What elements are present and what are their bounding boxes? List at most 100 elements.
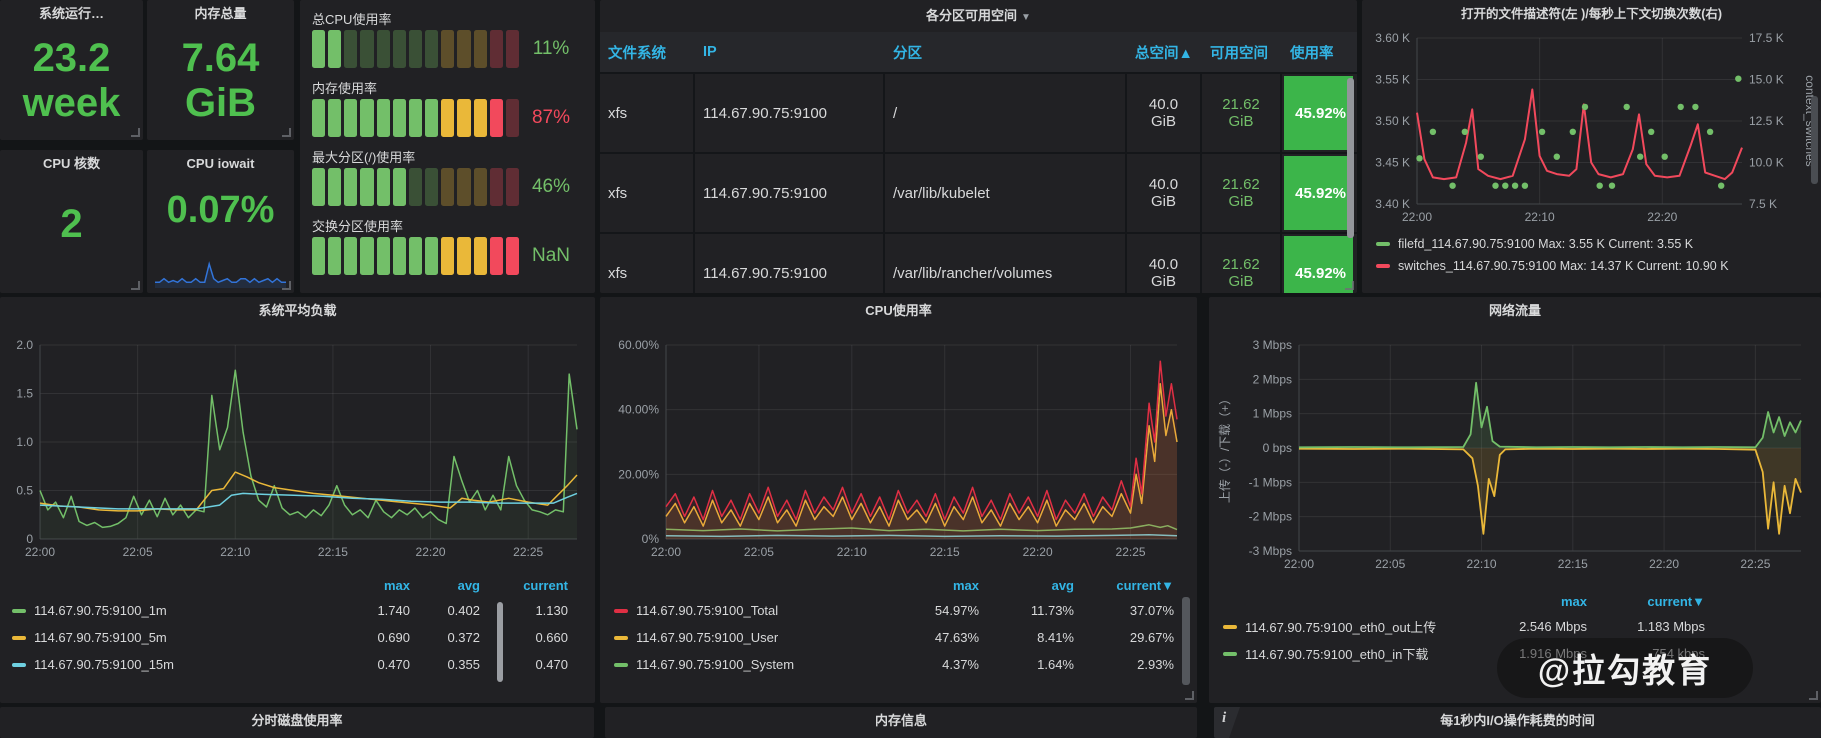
gauge-cell bbox=[425, 168, 439, 206]
legend-scrollbar[interactable] bbox=[497, 602, 503, 682]
svg-text:3.50 K: 3.50 K bbox=[1375, 114, 1410, 128]
legend-column-header[interactable]: current▼ bbox=[1116, 577, 1174, 593]
panel-title[interactable]: CPU iowait bbox=[186, 156, 255, 171]
table-column-header[interactable]: 文件系统 bbox=[608, 45, 666, 62]
svg-text:2 Mbps: 2 Mbps bbox=[1253, 372, 1292, 386]
legend-row[interactable]: filefd_114.67.90.75:9100 Max: 3.55 K Cur… bbox=[1376, 233, 1811, 255]
gauge-row: 总CPU使用率 11% bbox=[300, 10, 595, 77]
resize-handle[interactable] bbox=[282, 128, 291, 137]
legend-series-marker[interactable] bbox=[1376, 242, 1390, 246]
table-column-header[interactable]: 可用空间 bbox=[1210, 45, 1268, 62]
resize-handle[interactable] bbox=[1345, 281, 1354, 290]
legend-row: 114.67.90.75:9100_15m 0.470 0.355 0.470 bbox=[12, 651, 568, 678]
legend-series-marker[interactable] bbox=[614, 662, 628, 667]
panel-title[interactable]: 网络流量 bbox=[1488, 303, 1541, 318]
gauge-cell bbox=[441, 99, 455, 137]
legend-series-marker[interactable] bbox=[614, 635, 628, 640]
legend-series-name[interactable]: 114.67.90.75:9100_5m bbox=[12, 630, 338, 645]
legend-value: 1.916 Mbps bbox=[1519, 646, 1587, 661]
table-cell: /var/lib/kubelet bbox=[885, 154, 1127, 232]
gauge-value: 87% bbox=[531, 107, 571, 128]
gauge-cell bbox=[505, 168, 520, 206]
panel-network-traffic: 网络流量 -3 Mbps -2 Mbps -1 Mbps 0 bps 1 Mbps 2 M… bbox=[1209, 297, 1821, 703]
gauge-cell bbox=[473, 30, 487, 68]
legend-series-marker[interactable] bbox=[12, 608, 26, 613]
panel-title[interactable]: 系统平均负载 bbox=[258, 303, 337, 318]
table-scrollbar[interactable] bbox=[1347, 78, 1354, 238]
legend-series-name[interactable]: 114.67.90.75:9100_15m bbox=[12, 657, 338, 672]
gauge-cell bbox=[344, 237, 358, 275]
svg-text:10.0 K: 10.0 K bbox=[1749, 156, 1784, 170]
legend-series-marker[interactable] bbox=[12, 662, 26, 667]
legend-column-header[interactable]: max bbox=[383, 577, 410, 593]
gauge-cell bbox=[328, 237, 342, 275]
legend-column-header[interactable]: max bbox=[952, 577, 979, 593]
table-column-header[interactable]: 使用率 bbox=[1290, 45, 1334, 62]
legend-value: 0.372 bbox=[447, 630, 480, 645]
legend-scrollbar[interactable] bbox=[1182, 597, 1190, 685]
panel-title[interactable]: 内存信息 bbox=[874, 713, 927, 728]
legend-column-header[interactable]: current bbox=[523, 577, 568, 593]
svg-text:22:00: 22:00 bbox=[651, 545, 681, 559]
resize-handle[interactable] bbox=[131, 281, 140, 290]
legend-series-name[interactable]: 114.67.90.75:9100_Total bbox=[614, 603, 884, 618]
svg-text:22:05: 22:05 bbox=[1375, 557, 1405, 571]
network-traffic-chart[interactable]: -3 Mbps -2 Mbps -1 Mbps 0 bps 1 Mbps 2 Mbps 3 … bbox=[1215, 337, 1815, 577]
panel-gauges: 总CPU使用率 11% 内存使用率 87% 最大分区(/)使用率 46% 交换分区使用率 Na… bbox=[300, 0, 595, 293]
legend-value: 11.73% bbox=[1030, 603, 1074, 618]
panel-title[interactable]: CPU 核数 bbox=[42, 156, 101, 171]
panel-title[interactable]: CPU使用率 bbox=[865, 303, 932, 318]
svg-text:22:05: 22:05 bbox=[123, 545, 153, 559]
legend-column-header[interactable]: avg bbox=[457, 577, 480, 593]
legend-value: 37.07% bbox=[1129, 603, 1174, 618]
panel-title[interactable]: 系统运行… bbox=[38, 6, 104, 21]
legend-series-name[interactable]: 114.67.90.75:9100_System bbox=[614, 657, 884, 672]
table-column-header[interactable]: IP bbox=[703, 44, 717, 60]
resize-handle[interactable] bbox=[1809, 691, 1818, 700]
legend-value: 0.402 bbox=[447, 603, 480, 618]
legend-column-header[interactable]: max bbox=[1560, 593, 1587, 609]
cpu-usage-chart[interactable]: 0% 20.00% 40.00% 60.00% 22:00 22:05 22:10 22:15… bbox=[606, 337, 1191, 565]
svg-text:15.0 K: 15.0 K bbox=[1749, 73, 1784, 87]
legend-column-header[interactable]: avg bbox=[1051, 577, 1074, 593]
panel-scrollbar[interactable] bbox=[1811, 96, 1818, 184]
table-row: xfs 114.67.90.75:9100/40.0 GiB 21.62 GiB 45… bbox=[600, 72, 1357, 152]
gauge-cell bbox=[489, 99, 503, 137]
legend-series-marker[interactable] bbox=[614, 608, 628, 613]
legend-series-marker[interactable] bbox=[1376, 264, 1390, 268]
legend-series-marker[interactable] bbox=[12, 635, 26, 640]
svg-text:3.40 K: 3.40 K bbox=[1375, 197, 1410, 211]
legend-row: 114.67.90.75:9100_Total 54.97% 11.73% 37.07… bbox=[614, 597, 1174, 624]
legend-series-name[interactable]: 114.67.90.75:9100_User bbox=[614, 630, 884, 645]
filefd-chart[interactable]: 3.40 K 3.45 K 3.50 K 3.55 K 3.60 K 7.5 K 10.0 … bbox=[1369, 30, 1814, 230]
resize-handle[interactable] bbox=[131, 128, 140, 137]
legend-series-name: filefd_114.67.90.75:9100 Max: 3.55 K Cur… bbox=[1398, 237, 1694, 251]
svg-text:3.45 K: 3.45 K bbox=[1375, 156, 1410, 170]
gauge-row: 交换分区使用率 NaN bbox=[300, 217, 595, 284]
svg-text:20.00%: 20.00% bbox=[618, 467, 659, 481]
legend-series-name[interactable]: 114.67.90.75:9100_1m bbox=[12, 603, 338, 618]
legend-series-marker[interactable] bbox=[1223, 651, 1237, 656]
resize-handle[interactable] bbox=[1185, 691, 1194, 700]
panel-menu-caret[interactable]: ▼ bbox=[1021, 12, 1031, 23]
legend-column-header[interactable]: current▼ bbox=[1647, 593, 1705, 609]
legend-series-marker[interactable] bbox=[1223, 624, 1237, 629]
svg-text:12.5 K: 12.5 K bbox=[1749, 114, 1784, 128]
panel-title[interactable]: 打开的文件描述符(左 )/每秒上下文切换次数(右) bbox=[1460, 7, 1723, 21]
legend-series-name[interactable]: 114.67.90.75:9100_eth0_in下载 bbox=[1223, 644, 1447, 663]
gauge-cell bbox=[457, 30, 471, 68]
legend-series-name[interactable]: 114.67.90.75:9100_eth0_out上传 bbox=[1223, 617, 1447, 636]
svg-text:2.0: 2.0 bbox=[16, 338, 33, 352]
svg-text:0.5: 0.5 bbox=[16, 484, 33, 498]
panel-title[interactable]: 每1秒内I/O操作耗费的时间 bbox=[1440, 713, 1595, 728]
panel-title[interactable]: 分时磁盘使用率 bbox=[251, 713, 343, 728]
table-column-header[interactable]: 分区 bbox=[893, 45, 922, 62]
panel-title[interactable]: 各分区可用空间 ▼ bbox=[926, 8, 1031, 23]
gauge-cell bbox=[489, 237, 503, 275]
table-column-header[interactable]: 总空间▲ bbox=[1135, 45, 1193, 62]
panel-title[interactable]: 内存总量 bbox=[194, 6, 247, 21]
system-load-chart[interactable]: 0 0.5 1.0 1.5 2.0 22:00 22:05 22:10 22:15 22:20 22… bbox=[6, 337, 589, 565]
legend-row[interactable]: switches_114.67.90.75:9100 Max: 14.37 K … bbox=[1376, 255, 1811, 277]
resize-handle[interactable] bbox=[282, 281, 291, 290]
legend-row: 114.67.90.75:9100_eth0_out上传 2.546 Mbps 1.… bbox=[1223, 613, 1705, 640]
